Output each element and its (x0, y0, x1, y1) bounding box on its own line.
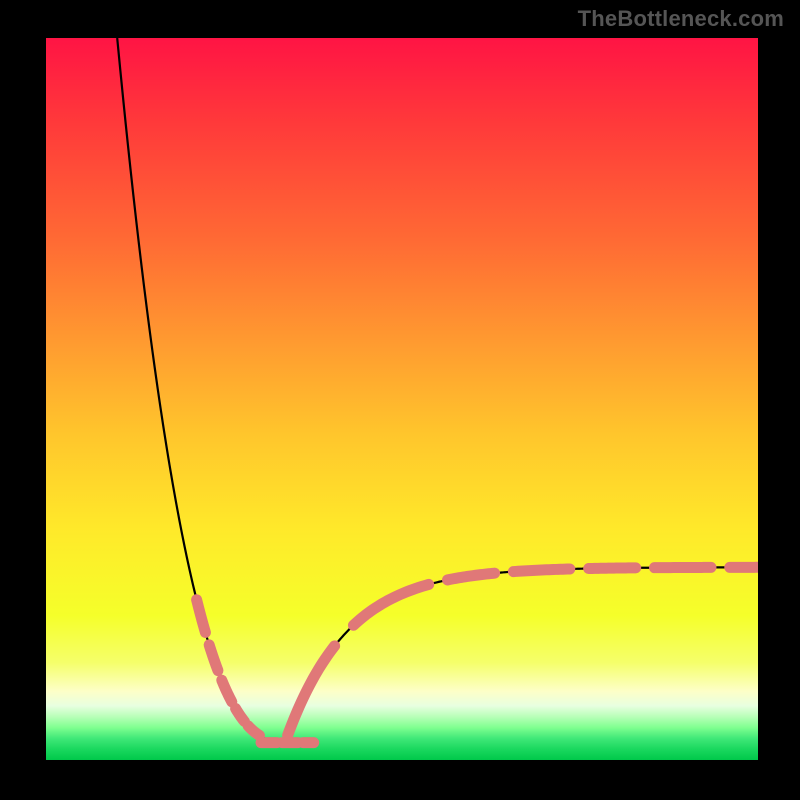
watermark-text: TheBottleneck.com (578, 6, 784, 32)
chart-frame: TheBottleneck.com (0, 0, 800, 800)
chart-svg (46, 38, 758, 760)
plot-area (46, 38, 758, 760)
